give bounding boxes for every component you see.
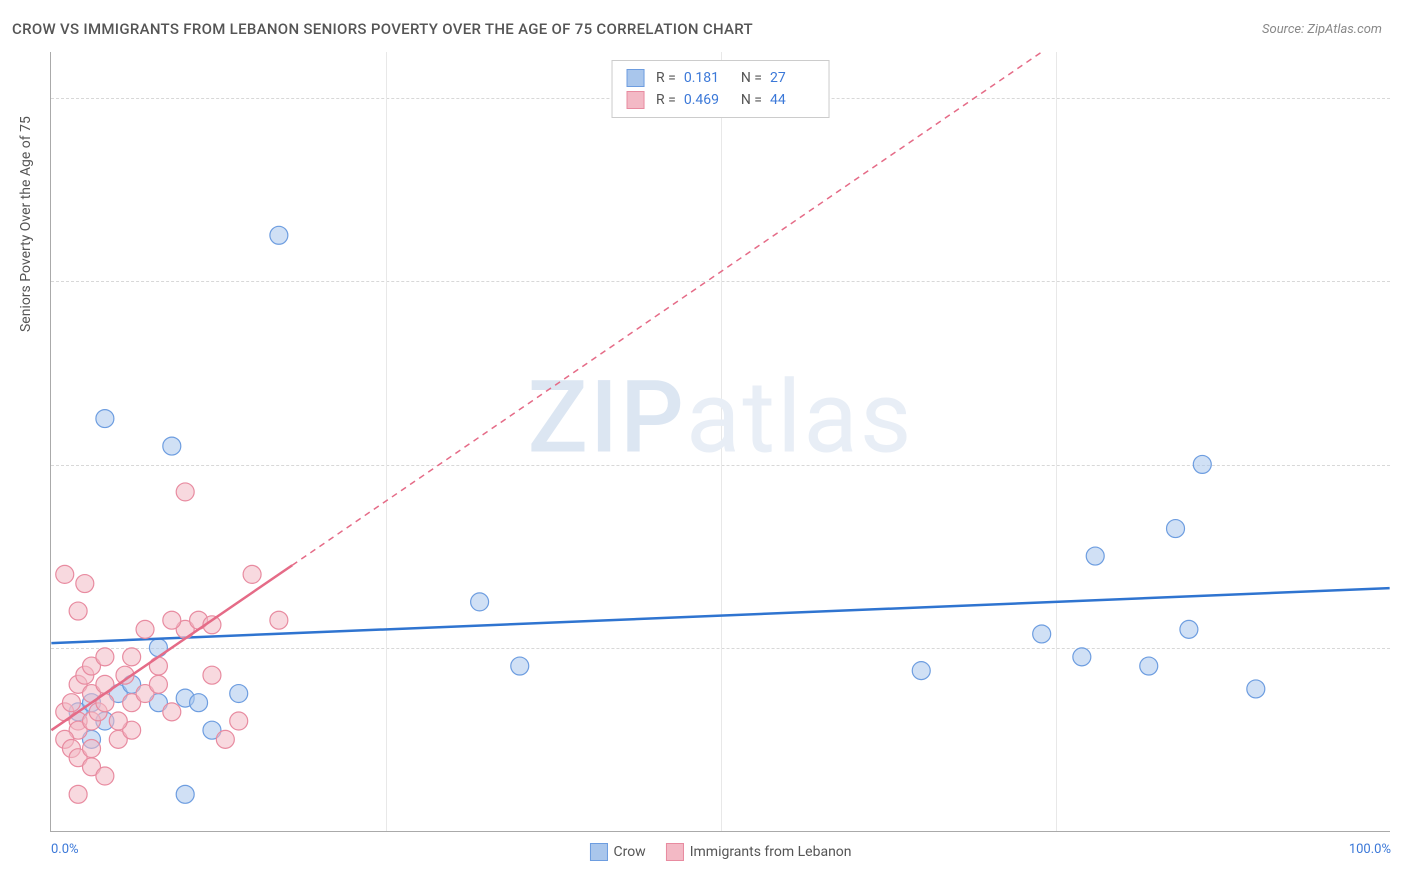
data-point [190, 694, 208, 712]
stat-r-label: R = [656, 92, 676, 108]
y-tick-label: 20.0% [1395, 641, 1406, 656]
data-point [1180, 620, 1198, 638]
data-point [1033, 625, 1051, 643]
stat-r-label: R = [656, 70, 676, 86]
data-point [76, 575, 94, 593]
chart-svg [51, 52, 1390, 831]
stats-legend-row: R = 0.469 N = 44 [626, 89, 815, 111]
series-legend: Crow Immigrants from Lebanon [589, 843, 851, 861]
data-point [62, 694, 80, 712]
data-point [96, 410, 114, 428]
plot-area: ZIPatlas R = 0.181 N = 27 R = 0.469 N = … [50, 52, 1390, 832]
data-point [1086, 547, 1104, 565]
data-point [243, 565, 261, 583]
data-point [912, 662, 930, 680]
legend-swatch [666, 843, 684, 861]
stat-n-label: N = [741, 70, 762, 86]
stats-legend: R = 0.181 N = 27 R = 0.469 N = 44 [611, 60, 830, 118]
data-point [1247, 680, 1265, 698]
x-tick-label: 0.0% [51, 842, 79, 857]
x-tick-label: 100.0% [1349, 842, 1391, 857]
data-point [163, 611, 181, 629]
legend-swatch-series-0 [626, 69, 644, 87]
stat-n-value-1: 44 [770, 92, 815, 108]
stats-legend-row: R = 0.181 N = 27 [626, 67, 815, 89]
data-point [56, 565, 74, 583]
y-tick-label: 80.0% [1395, 90, 1406, 105]
data-point [163, 437, 181, 455]
legend-swatch-series-1 [626, 91, 644, 109]
data-point [163, 703, 181, 721]
data-point [270, 611, 288, 629]
legend-item: Immigrants from Lebanon [666, 843, 852, 861]
legend-item: Crow [589, 843, 645, 861]
data-point [230, 712, 248, 730]
legend-label: Crow [613, 844, 645, 860]
data-point [511, 657, 529, 675]
legend-label: Immigrants from Lebanon [690, 844, 852, 860]
data-point [96, 648, 114, 666]
data-point [203, 666, 221, 684]
data-point [1193, 455, 1211, 473]
data-point [230, 685, 248, 703]
data-point [123, 648, 141, 666]
stat-n-label: N = [741, 92, 762, 108]
stat-n-value-0: 27 [770, 70, 815, 86]
data-point [176, 483, 194, 501]
data-point [83, 740, 101, 758]
data-point [69, 785, 87, 803]
data-point [69, 602, 87, 620]
data-point [1167, 520, 1185, 538]
data-point [1073, 648, 1091, 666]
data-point [270, 226, 288, 244]
source-attribution: Source: ZipAtlas.com [1262, 22, 1382, 37]
y-tick-label: 40.0% [1395, 457, 1406, 472]
data-point [109, 712, 127, 730]
data-point [1140, 657, 1158, 675]
data-point [149, 675, 167, 693]
stat-r-value-1: 0.469 [684, 92, 729, 108]
data-point [96, 767, 114, 785]
data-point [471, 593, 489, 611]
y-tick-label: 60.0% [1395, 274, 1406, 289]
chart-title: CROW VS IMMIGRANTS FROM LEBANON SENIORS … [12, 20, 753, 38]
legend-swatch [589, 843, 607, 861]
data-point [216, 730, 234, 748]
data-point [176, 785, 194, 803]
data-point [136, 620, 154, 638]
y-axis-title: Seniors Poverty Over the Age of 75 [18, 116, 34, 332]
stat-r-value-0: 0.181 [684, 70, 729, 86]
trend-line-extrapolated [292, 52, 1041, 565]
